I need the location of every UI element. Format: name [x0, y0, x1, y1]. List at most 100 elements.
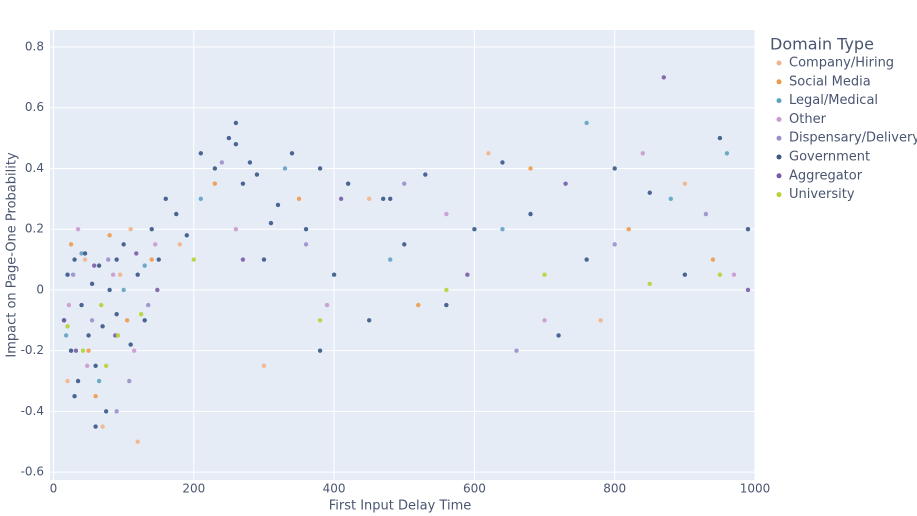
point	[444, 211, 449, 217]
y-tick-label: 0.4	[25, 161, 44, 175]
point	[153, 242, 158, 247]
x-tick-label: 1000	[740, 482, 771, 496]
legend-label: Social Media	[789, 74, 871, 89]
point	[96, 378, 102, 384]
point	[146, 302, 151, 308]
point	[93, 424, 98, 429]
point	[303, 226, 309, 232]
point	[402, 181, 407, 186]
point	[89, 281, 95, 287]
point	[68, 242, 74, 247]
y-tick-label: -0.2	[21, 343, 44, 357]
point	[93, 393, 98, 399]
point	[134, 251, 139, 256]
legend-marker	[776, 154, 782, 160]
point	[668, 196, 674, 202]
point	[127, 378, 132, 384]
point	[163, 196, 168, 202]
point	[79, 302, 84, 308]
point	[682, 272, 688, 277]
point	[500, 160, 505, 165]
point	[661, 75, 667, 80]
point	[317, 348, 323, 353]
point	[612, 242, 617, 247]
legend-label: Government	[789, 150, 870, 165]
point	[388, 196, 393, 202]
point	[128, 342, 133, 347]
legend-marker	[776, 60, 782, 66]
point	[135, 272, 140, 277]
point	[100, 424, 105, 429]
point	[444, 302, 449, 308]
y-tick-label: 0.2	[25, 222, 44, 236]
point	[149, 226, 154, 232]
point	[103, 363, 109, 369]
point	[91, 263, 97, 268]
point	[80, 348, 86, 353]
point	[198, 196, 204, 202]
point	[93, 363, 98, 369]
point	[317, 166, 323, 171]
point	[198, 151, 204, 156]
point	[289, 151, 295, 156]
point	[282, 166, 288, 171]
y-tick-label: -0.4	[21, 404, 44, 418]
point	[366, 318, 372, 323]
point	[528, 211, 533, 217]
point	[324, 302, 330, 308]
point	[626, 226, 631, 232]
point	[612, 166, 617, 171]
point	[647, 281, 652, 287]
point	[233, 141, 239, 147]
point	[117, 272, 123, 277]
point	[155, 287, 160, 293]
point	[142, 318, 147, 323]
point	[240, 257, 246, 262]
point	[247, 160, 253, 165]
legend-marker	[776, 116, 782, 122]
point	[82, 251, 88, 256]
point	[174, 211, 179, 217]
point	[416, 302, 421, 308]
point	[233, 226, 239, 232]
point	[219, 160, 225, 165]
point	[72, 257, 77, 262]
point	[703, 211, 709, 217]
point	[138, 312, 144, 317]
y-tick-label: -0.6	[21, 465, 44, 479]
point	[114, 409, 119, 414]
point	[66, 302, 72, 308]
point	[70, 272, 76, 277]
legend-marker	[776, 173, 782, 179]
point	[121, 242, 126, 247]
point	[114, 257, 119, 262]
point	[124, 318, 130, 323]
point	[717, 135, 723, 141]
point	[388, 257, 393, 262]
point	[86, 333, 91, 338]
point	[563, 181, 568, 186]
point	[402, 242, 407, 247]
point	[500, 226, 505, 232]
point	[338, 196, 344, 202]
point	[745, 226, 751, 232]
point	[331, 272, 337, 277]
point	[135, 439, 140, 444]
x-axis-title: First Input Delay Time	[329, 499, 472, 514]
point	[142, 263, 147, 268]
point	[724, 151, 730, 156]
point	[107, 287, 112, 293]
legend-marker	[776, 192, 782, 198]
point	[184, 233, 189, 238]
point	[682, 181, 688, 186]
point	[65, 378, 70, 384]
legend-title: Domain Type	[770, 35, 874, 54]
point	[226, 135, 232, 141]
x-tick-label: 0	[50, 482, 58, 496]
x-tick-label: 600	[463, 482, 486, 496]
y-tick-label: 0	[36, 282, 44, 296]
point	[268, 220, 274, 226]
point	[115, 333, 121, 338]
point	[542, 272, 547, 277]
